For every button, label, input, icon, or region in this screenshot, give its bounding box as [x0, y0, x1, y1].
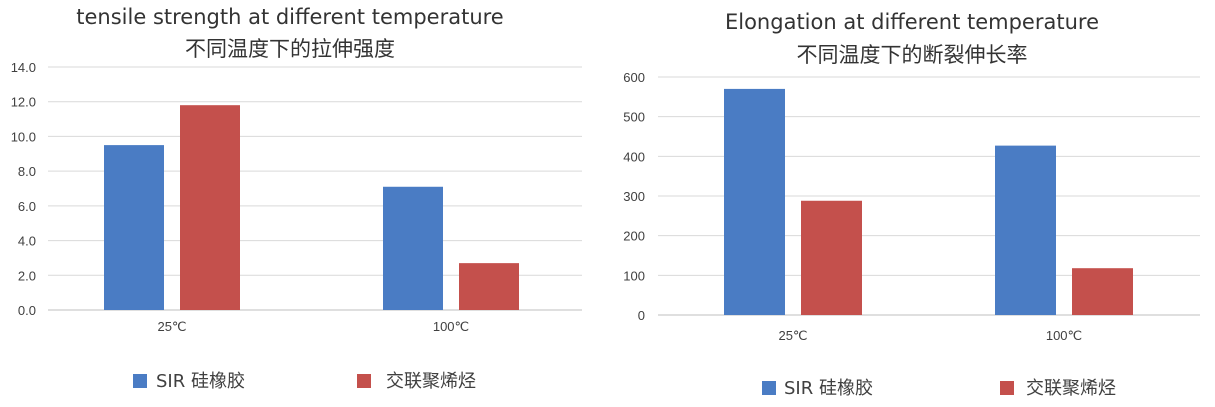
legend-swatch	[762, 381, 776, 395]
bar-series-1	[383, 186, 443, 310]
bar-series-1	[995, 145, 1056, 315]
legend-swatch	[133, 374, 147, 388]
y-tick-label: 100	[623, 268, 645, 283]
legend-swatch	[1000, 381, 1014, 395]
legend-label: SIR 硅橡胶	[156, 371, 245, 392]
y-tick-label: 500	[623, 110, 645, 125]
y-tick-label: 200	[623, 229, 645, 244]
bar-series-2	[801, 200, 862, 315]
y-tick-label: 600	[623, 70, 645, 85]
bar-series-2	[459, 263, 519, 310]
y-tick-label: 4.0	[18, 234, 36, 249]
bar-series-2	[180, 105, 240, 310]
x-tick-label: 100℃	[433, 319, 469, 334]
y-tick-label: 2.0	[18, 268, 36, 283]
y-tick-label: 0	[638, 308, 645, 323]
y-tick-label: 12.0	[11, 95, 36, 110]
x-tick-label: 25℃	[157, 319, 186, 334]
bar-series-1	[104, 145, 164, 310]
chart-subtitle: 不同温度下的断裂伸长率	[797, 43, 1028, 67]
x-tick-label: 25℃	[778, 328, 807, 343]
chart-subtitle: 不同温度下的拉伸强度	[185, 37, 395, 61]
x-tick-label: 100℃	[1046, 328, 1082, 343]
legend-label: SIR 硅橡胶	[784, 378, 873, 399]
legend-label: 交联聚烯烃	[386, 371, 476, 392]
chart-title: tensile strength at different temperatur…	[76, 5, 503, 29]
y-tick-label: 8.0	[18, 164, 36, 179]
legend-label: 交联聚烯烃	[1026, 378, 1116, 399]
y-tick-label: 400	[623, 149, 645, 164]
bar-series-1	[724, 88, 785, 316]
chart-title: Elongation at different temperature	[725, 10, 1099, 34]
bar-series-2	[1072, 268, 1133, 315]
y-tick-label: 300	[623, 189, 645, 204]
y-tick-label: 10.0	[11, 129, 36, 144]
legend-swatch	[357, 374, 371, 388]
y-tick-label: 14.0	[11, 60, 36, 75]
y-tick-label: 6.0	[18, 199, 36, 214]
y-tick-label: 0.0	[18, 303, 36, 318]
